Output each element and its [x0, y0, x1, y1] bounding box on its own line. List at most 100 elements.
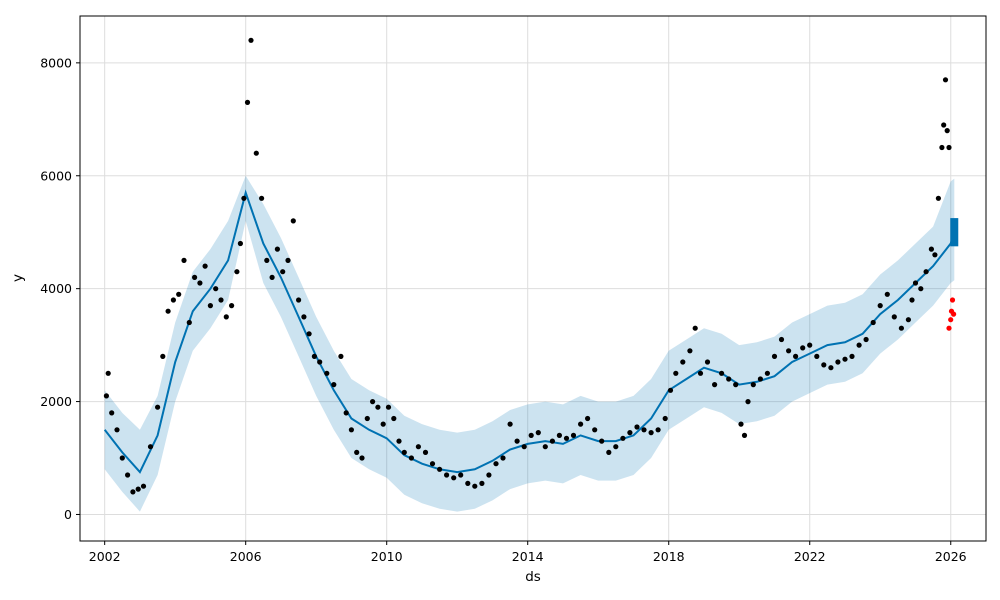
- x-tick-label: 2018: [653, 549, 685, 564]
- interval-band: [104, 175, 955, 512]
- x-tick-label: 2006: [230, 549, 262, 564]
- observed-point: [942, 77, 949, 83]
- observed-point: [514, 438, 520, 444]
- observed-point: [556, 432, 563, 438]
- observed-point: [396, 438, 402, 444]
- y-axis-label: y: [10, 274, 26, 282]
- x-tick-label: 2010: [371, 549, 403, 564]
- observed-point: [114, 427, 120, 433]
- observed-point: [306, 331, 312, 337]
- x-tick-label: 2026: [935, 549, 967, 564]
- observed-point: [472, 483, 478, 489]
- observed-point: [542, 444, 548, 450]
- observed-point: [939, 144, 945, 151]
- observed-point: [655, 427, 661, 433]
- observed-point: [807, 342, 813, 348]
- observed-point: [103, 393, 109, 399]
- observed-point: [234, 269, 240, 275]
- observed-point: [186, 319, 192, 326]
- observed-point: [528, 432, 534, 438]
- observed-point: [741, 432, 748, 438]
- observed-point: [429, 461, 436, 467]
- observed-point: [181, 257, 187, 263]
- highlight-point: [946, 325, 952, 331]
- observed-point: [269, 274, 275, 280]
- observed-point: [697, 370, 704, 376]
- observed-point: [750, 382, 756, 388]
- x-tick-label: 2014: [512, 549, 544, 564]
- observed-point: [359, 455, 365, 461]
- observed-point: [909, 297, 915, 303]
- observed-point: [673, 370, 679, 376]
- observed-point: [905, 317, 912, 323]
- observed-point: [140, 483, 147, 489]
- observed-point: [863, 336, 869, 343]
- plot-frame: [79, 15, 987, 542]
- x-tick-label: 2022: [794, 549, 826, 564]
- x-tick-label: 2002: [89, 549, 121, 564]
- x-axis-label: ds: [525, 569, 541, 585]
- observed-point: [680, 359, 686, 365]
- observed-point: [521, 444, 527, 450]
- observed-point: [380, 421, 386, 427]
- observed-point: [793, 353, 799, 359]
- observed-point: [343, 410, 349, 416]
- observed-point: [563, 435, 570, 441]
- forecast-line-layer: [103, 189, 959, 474]
- observed-point: [290, 218, 296, 224]
- observed-point: [458, 472, 464, 478]
- observed-point: [331, 382, 337, 388]
- observed-point: [437, 466, 443, 472]
- observed-point: [354, 449, 360, 455]
- observed-point: [891, 314, 897, 320]
- observed-point: [814, 353, 820, 359]
- observed-point: [207, 303, 213, 309]
- observed-point: [941, 122, 947, 128]
- forecast-line: [103, 189, 956, 474]
- highlight-point: [948, 317, 954, 323]
- observed-point: [259, 195, 265, 201]
- observed-point: [244, 99, 251, 105]
- observed-point: [135, 486, 141, 492]
- observed-point: [898, 325, 905, 331]
- observed-point: [692, 325, 698, 331]
- observed-point: [223, 314, 229, 320]
- observed-point: [493, 461, 499, 467]
- observed-point: [119, 455, 125, 461]
- observed-point: [155, 404, 161, 410]
- observed-point: [280, 269, 286, 275]
- observed-point: [401, 449, 407, 455]
- observed-point: [712, 382, 718, 388]
- observed-points: [103, 37, 952, 495]
- observed-point: [237, 240, 243, 247]
- observed-point: [667, 387, 674, 393]
- observed-point: [422, 449, 429, 455]
- observed-point: [918, 286, 924, 292]
- observed-point: [946, 144, 952, 151]
- observed-point: [928, 246, 935, 252]
- observed-point: [771, 353, 778, 359]
- observed-point: [870, 319, 876, 326]
- observed-point: [884, 291, 890, 297]
- observed-point: [733, 382, 739, 388]
- observed-point: [375, 404, 381, 410]
- highlight-point: [951, 311, 957, 317]
- observed-point: [370, 399, 376, 405]
- observed-point: [738, 421, 744, 427]
- observed-point: [451, 475, 457, 481]
- tick-labels: 2002 2006 2010 2014 2018 2022 2026 0 2000 4000 600…: [40, 55, 967, 564]
- observed-point: [444, 472, 450, 478]
- observed-point: [719, 370, 725, 376]
- observed-point: [109, 410, 115, 416]
- observed-point: [130, 489, 136, 495]
- observed-point: [613, 444, 619, 450]
- observed-point: [160, 353, 166, 359]
- observed-point: [241, 195, 247, 201]
- observed-point: [704, 359, 711, 365]
- observed-point: [296, 297, 302, 303]
- observed-point: [507, 421, 513, 427]
- observed-point: [479, 480, 485, 486]
- observed-point: [535, 430, 541, 436]
- observed-point: [253, 150, 259, 156]
- observed-point: [324, 370, 330, 376]
